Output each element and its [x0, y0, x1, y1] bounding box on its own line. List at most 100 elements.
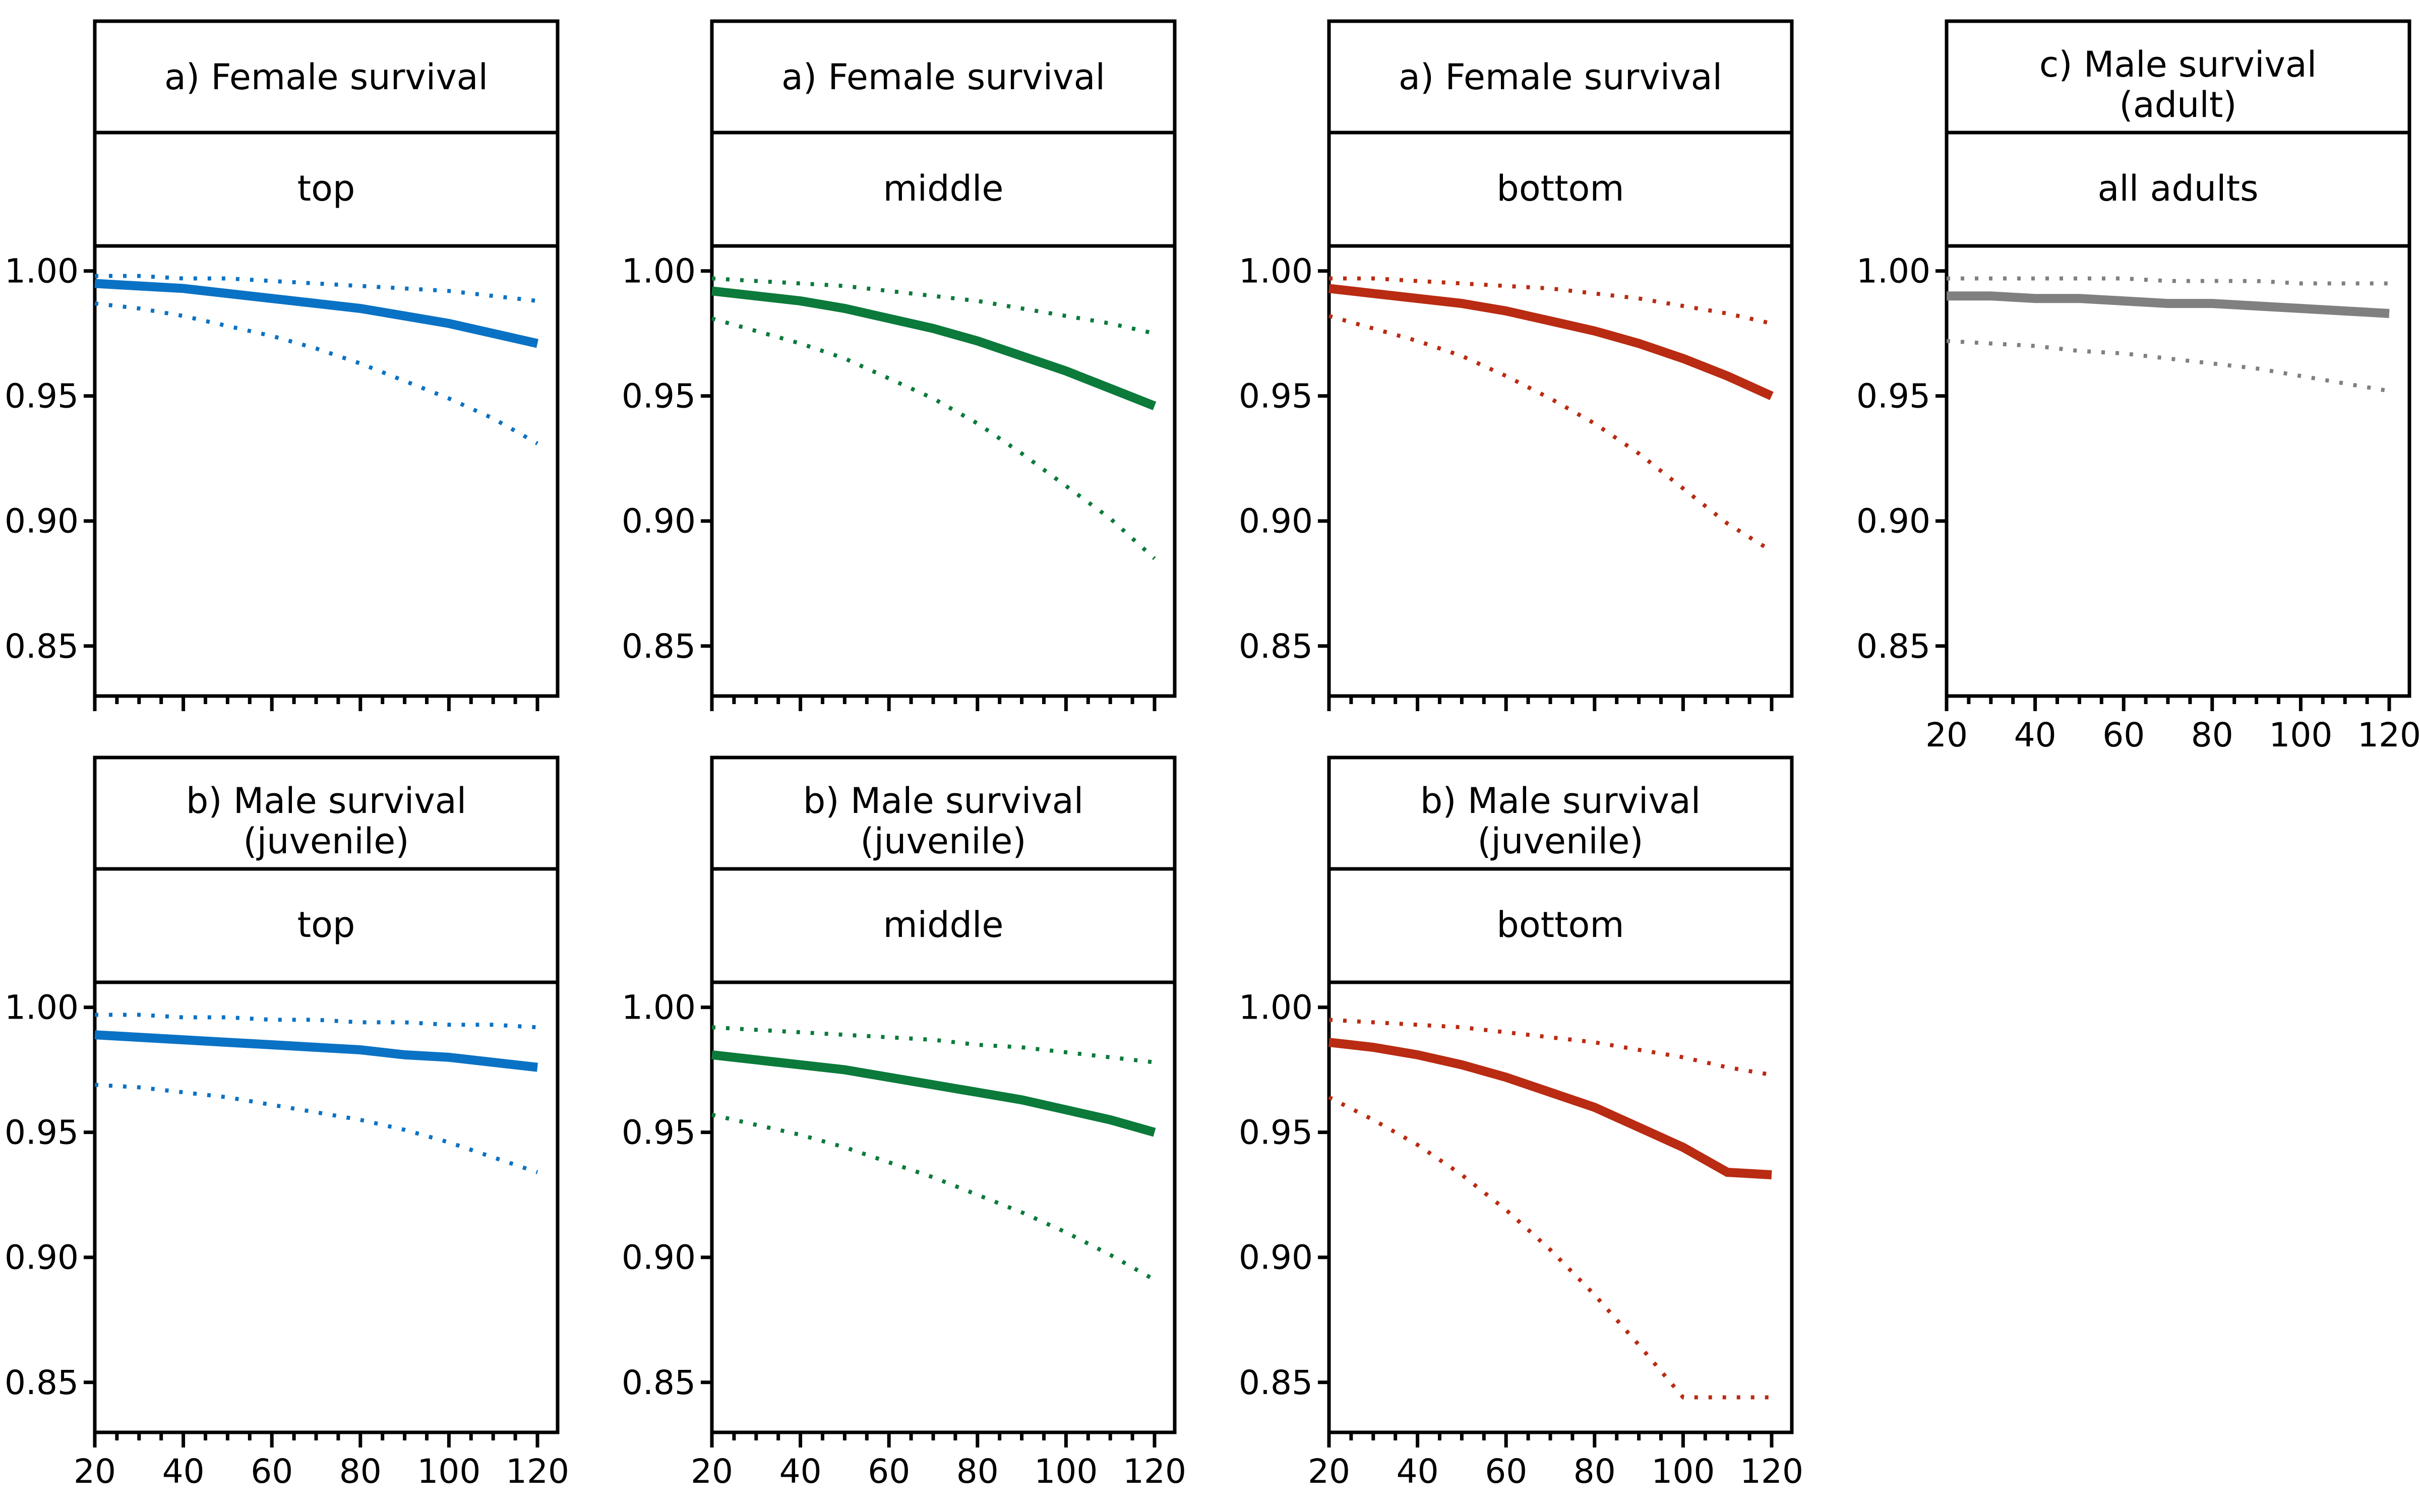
facet-panel: b) Male survival(juvenile) top 1.00 0.95 0.9…: [5, 755, 569, 1491]
facet-panel: a) Female survival bottom 1.00 0.95 0.90 0.85: [1239, 19, 1794, 711]
series-estimate-line: [94, 1030, 538, 1072]
plot-frame: [1327, 980, 1794, 1434]
plot-frame: [1945, 244, 2411, 698]
x-tick-label: 120: [1123, 1452, 1186, 1491]
facet-title-strip: [1327, 755, 1794, 871]
x-tick-label: 40: [2014, 716, 2056, 754]
facet-title: a) Female survival: [1399, 56, 1722, 98]
x-tick-label: 20: [691, 1452, 733, 1491]
x-tick-label: 100: [417, 1452, 480, 1491]
facet-subtitle: bottom: [1496, 904, 1624, 946]
facet-subtitle-strip: [1327, 867, 1794, 984]
plot-frame: [93, 244, 560, 698]
facet-panel: c) Male survival(adult) all adults 1.00 0.9…: [1856, 19, 2420, 754]
x-tick-label: 100: [1651, 1452, 1715, 1491]
y-tick-label: 0.85: [5, 627, 79, 666]
facet-title-strip: [1327, 19, 1794, 135]
facet-title-line2: (juvenile): [1477, 821, 1643, 862]
y-tick-label: 1.00: [1239, 252, 1313, 291]
facet-title: b) Male survival: [803, 780, 1083, 822]
series-upper-bound-line: [95, 274, 538, 303]
series-lower-bound-line: [1946, 339, 2390, 393]
facet-subtitle-strip: [1327, 131, 1794, 248]
x-tick-label: 60: [1485, 1452, 1527, 1491]
plot-frame: [93, 980, 560, 1434]
facet-subtitle: all adults: [2097, 168, 2258, 209]
facet-title-line2: (juvenile): [243, 821, 409, 862]
series-estimate-line: [711, 1050, 1156, 1137]
facet-title: a) Female survival: [164, 56, 488, 98]
facet-title-line2: (juvenile): [860, 821, 1026, 862]
facet-subtitle: middle: [883, 904, 1003, 946]
x-tick-label: 100: [1034, 1452, 1098, 1491]
x-tick-label: 20: [1925, 716, 1968, 754]
facet-subtitle: middle: [883, 168, 1003, 209]
x-tick-label: 80: [956, 1452, 999, 1491]
y-tick-label: 0.85: [622, 1363, 696, 1402]
facet-subtitle-strip: [1945, 131, 2411, 248]
series-lower-bound-line: [94, 301, 538, 446]
y-tick-label: 0.90: [5, 1238, 79, 1277]
facet-panel: b) Male survival(juvenile) bottom 1.00 0.95…: [1239, 755, 1803, 1491]
facet-title: c) Male survival: [2039, 44, 2317, 85]
y-tick-label: 1.00: [1239, 988, 1313, 1027]
y-tick-label: 0.95: [622, 1113, 696, 1152]
series-lower-bound-line: [711, 317, 1156, 560]
y-tick-label: 0.95: [5, 1113, 79, 1152]
series-estimate-line: [1328, 284, 1774, 400]
x-tick-label: 120: [1740, 1452, 1803, 1491]
series-upper-bound-line: [1329, 276, 1772, 326]
x-tick-label: 20: [74, 1452, 116, 1491]
x-tick-label: 100: [2269, 716, 2332, 754]
facet-panel: b) Male survival(juvenile) middle 1.00 0.95…: [622, 755, 1186, 1491]
y-tick-label: 0.90: [1239, 1238, 1313, 1277]
y-tick-label: 0.85: [1239, 627, 1313, 666]
y-tick-label: 1.00: [622, 252, 696, 291]
y-tick-label: 0.90: [622, 1238, 696, 1277]
y-tick-label: 1.00: [5, 988, 79, 1027]
x-tick-label: 60: [251, 1452, 293, 1491]
series-upper-bound-line: [95, 1013, 538, 1030]
y-tick-label: 0.95: [622, 377, 696, 416]
series-lower-bound-line: [711, 1112, 1156, 1282]
series-upper-bound-line: [711, 1025, 1155, 1064]
y-tick-label: 0.85: [1856, 627, 1930, 666]
y-tick-label: 0.85: [622, 627, 696, 666]
y-tick-label: 0.95: [1856, 377, 1930, 416]
series-lower-bound-line: [94, 1083, 538, 1174]
x-tick-label: 80: [1574, 1452, 1616, 1491]
y-tick-label: 0.95: [1239, 377, 1313, 416]
facet-subtitle: top: [297, 168, 355, 209]
plot-frame: [710, 980, 1177, 1434]
series-upper-bound-line: [1328, 1018, 1772, 1077]
x-tick-label: 40: [1397, 1452, 1439, 1491]
plot-frame: [1327, 244, 1794, 698]
x-tick-label: 120: [2357, 716, 2420, 754]
plot-frame: [710, 244, 1177, 698]
facet-title: b) Male survival: [186, 780, 466, 822]
series-estimate-line: [1328, 1038, 1772, 1179]
facet-title-strip: [710, 755, 1177, 871]
x-tick-label: 60: [2102, 716, 2145, 754]
series-estimate-line: [94, 279, 538, 348]
facet-panel: a) Female survival middle 1.00 0.95 0.90 0.85: [622, 19, 1177, 711]
x-tick-label: 40: [779, 1452, 822, 1491]
x-tick-label: 20: [1308, 1452, 1350, 1491]
y-tick-label: 1.00: [1856, 252, 1930, 291]
y-tick-label: 1.00: [622, 988, 696, 1027]
series-lower-bound-line: [1328, 1095, 1772, 1400]
facet-title-strip: [710, 19, 1177, 135]
facet-title-strip: [93, 19, 560, 135]
facet-subtitle-strip: [710, 867, 1177, 984]
y-tick-label: 0.85: [1239, 1363, 1313, 1402]
series-upper-bound-line: [1947, 276, 2389, 286]
facet-title: a) Female survival: [781, 56, 1105, 98]
y-tick-label: 0.90: [5, 502, 79, 541]
y-tick-label: 0.90: [622, 502, 696, 541]
series-lower-bound-line: [1328, 314, 1773, 553]
facet-panel: a) Female survival top 1.00 0.95 0.90 0.85: [5, 19, 560, 711]
facet-subtitle: bottom: [1496, 168, 1624, 209]
y-tick-label: 0.85: [5, 1363, 79, 1402]
series-upper-bound-line: [711, 276, 1155, 336]
